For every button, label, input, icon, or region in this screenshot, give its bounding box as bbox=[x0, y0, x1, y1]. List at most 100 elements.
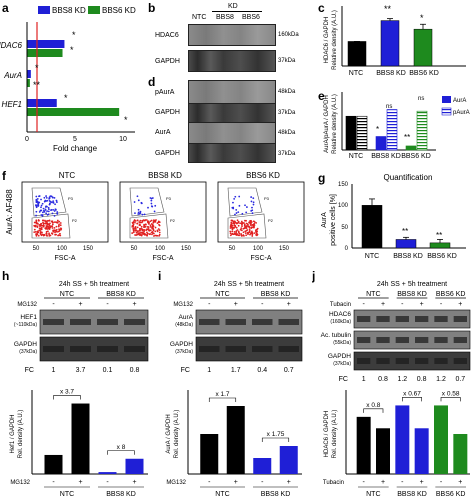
pm-0: - bbox=[52, 301, 55, 308]
band-label-2-0: GAPDH bbox=[328, 353, 351, 360]
y-label-1: AurA / GAPDH bbox=[166, 414, 172, 453]
dot-blue bbox=[234, 213, 236, 216]
dot-red bbox=[41, 233, 44, 236]
dot-red bbox=[57, 230, 60, 233]
dot-red bbox=[57, 234, 60, 237]
dot-red bbox=[148, 233, 151, 236]
legend-aura: AurA bbox=[453, 98, 466, 104]
band-label-1-1: (37kDa) bbox=[175, 349, 193, 355]
dot-red bbox=[54, 231, 56, 234]
dot-blue bbox=[53, 196, 56, 199]
band-2-4 bbox=[434, 358, 448, 364]
dot-red bbox=[39, 230, 42, 233]
legend-label-bbs8: BBS8 KD bbox=[52, 6, 86, 15]
dot-red bbox=[33, 231, 36, 234]
cat-ntc: NTC bbox=[349, 70, 363, 77]
dot-red bbox=[149, 229, 152, 232]
treat-label-chart: Tubacin bbox=[323, 480, 344, 486]
dot-red bbox=[231, 230, 234, 233]
dot-red bbox=[249, 233, 251, 236]
bar-h-3 bbox=[125, 458, 144, 474]
dot-red bbox=[48, 219, 51, 222]
band-label-2-1: (37kDa) bbox=[333, 361, 351, 367]
dot-red bbox=[148, 229, 150, 232]
gate-label-p2-2: P2 bbox=[268, 218, 274, 223]
dot-blue bbox=[55, 199, 58, 202]
dot-red bbox=[134, 229, 137, 232]
blot-gapdh-d2 bbox=[188, 143, 276, 163]
panel-i: i 24h SS + 5h treatment NTC BBS8 KD MG132 - + -… bbox=[158, 269, 303, 498]
band-0-2 bbox=[395, 316, 409, 322]
star-hdac6-bbs6: * bbox=[70, 45, 74, 55]
dot-red bbox=[154, 230, 157, 233]
fc-2: 0.4 bbox=[257, 367, 267, 374]
dot-blue bbox=[44, 206, 47, 208]
pm-2: - bbox=[401, 301, 404, 308]
dot-red bbox=[132, 227, 135, 230]
dot-red bbox=[59, 227, 62, 230]
band-0-1 bbox=[376, 316, 390, 322]
dot-red bbox=[149, 224, 152, 227]
dot-blue bbox=[51, 196, 54, 199]
dot-red bbox=[47, 230, 49, 233]
treat-label: MG132 bbox=[173, 302, 193, 308]
dot-blue bbox=[235, 212, 238, 214]
dot-red bbox=[244, 232, 247, 235]
gene-label-aura: AurA bbox=[3, 71, 22, 80]
dot-blue bbox=[40, 206, 42, 209]
dot-red bbox=[34, 230, 37, 233]
dot-blue bbox=[134, 212, 136, 215]
dot-red bbox=[131, 232, 134, 234]
band-0-5 bbox=[453, 316, 467, 322]
band-1-0 bbox=[43, 346, 64, 352]
dot-red bbox=[231, 233, 233, 236]
band-1-1 bbox=[225, 346, 246, 352]
dot-red bbox=[144, 233, 147, 236]
dot-blue bbox=[252, 203, 255, 206]
dot-red bbox=[55, 228, 58, 231]
dot-red bbox=[46, 224, 49, 226]
bar-e-aura-1 bbox=[375, 136, 387, 151]
header: 24h SS + 5h treatment bbox=[377, 281, 447, 288]
band-1-2 bbox=[395, 337, 409, 343]
dot-red bbox=[132, 231, 135, 234]
dot-red bbox=[251, 235, 254, 237]
band-hdac6-label: HDAC6 bbox=[155, 32, 179, 39]
dot-red bbox=[51, 227, 54, 229]
dot-red bbox=[240, 227, 243, 230]
dot-red bbox=[51, 223, 54, 226]
band-0-0 bbox=[357, 316, 371, 322]
ann-bracket-1 bbox=[107, 450, 135, 455]
dot-red bbox=[57, 224, 60, 227]
dot-red bbox=[240, 229, 243, 232]
dot-blue bbox=[141, 213, 144, 216]
bar-e-paura-0 bbox=[356, 115, 368, 151]
bar-g-2 bbox=[429, 242, 451, 249]
dot-red bbox=[49, 222, 51, 225]
dot-blue bbox=[55, 201, 58, 203]
dot-red bbox=[240, 233, 242, 235]
dot-red bbox=[44, 219, 46, 222]
dot-blue bbox=[56, 211, 59, 213]
dot-red bbox=[140, 233, 142, 236]
dot-red bbox=[132, 223, 135, 226]
blot-2 bbox=[353, 351, 471, 371]
bar-g-1 bbox=[395, 239, 417, 249]
star-c-bbs8: ** bbox=[384, 4, 392, 14]
dot-blue bbox=[139, 210, 142, 213]
band-1-3 bbox=[415, 337, 429, 343]
dot-blue bbox=[40, 198, 42, 201]
dot-blue bbox=[251, 212, 254, 215]
chart-title: Quantification bbox=[384, 173, 433, 182]
band-1-0 bbox=[357, 337, 371, 343]
fc-4: 1.2 bbox=[436, 376, 446, 383]
dot-red bbox=[36, 233, 39, 236]
dot-red bbox=[252, 226, 255, 229]
chart-pm-2: - bbox=[106, 479, 109, 486]
band-0-4 bbox=[434, 316, 448, 322]
dot-blue bbox=[42, 207, 45, 210]
dot-red bbox=[140, 225, 143, 228]
dot-blue bbox=[154, 204, 157, 207]
y-tick-100: 100 bbox=[338, 203, 349, 209]
dot-red bbox=[56, 221, 59, 224]
